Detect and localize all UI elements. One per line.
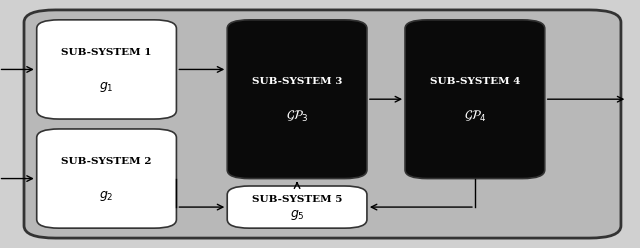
Text: SUB-SYSTEM 3: SUB-SYSTEM 3 xyxy=(252,77,342,86)
Text: SUB-SYSTEM 2: SUB-SYSTEM 2 xyxy=(61,157,152,166)
Text: SUB-SYSTEM 4: SUB-SYSTEM 4 xyxy=(429,77,520,86)
FancyBboxPatch shape xyxy=(36,129,177,228)
Text: $\mathcal{GP}_4$: $\mathcal{GP}_4$ xyxy=(463,109,486,124)
Text: $g_1$: $g_1$ xyxy=(99,80,114,94)
Text: SUB-SYSTEM 5: SUB-SYSTEM 5 xyxy=(252,195,342,204)
Text: $g_5$: $g_5$ xyxy=(290,208,305,221)
FancyBboxPatch shape xyxy=(36,20,177,119)
FancyBboxPatch shape xyxy=(405,20,545,179)
FancyBboxPatch shape xyxy=(227,20,367,179)
Text: SUB-SYSTEM 1: SUB-SYSTEM 1 xyxy=(61,48,152,57)
FancyBboxPatch shape xyxy=(227,186,367,228)
Text: $g_2$: $g_2$ xyxy=(99,189,114,203)
FancyBboxPatch shape xyxy=(24,10,621,238)
Text: $\mathcal{GP}_3$: $\mathcal{GP}_3$ xyxy=(286,109,308,124)
